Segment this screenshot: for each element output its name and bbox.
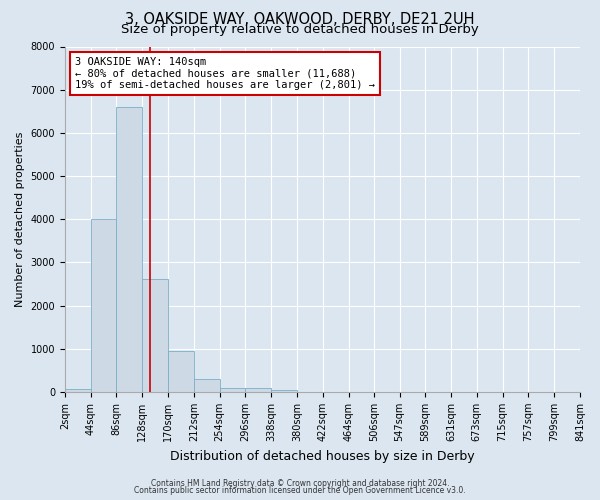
Y-axis label: Number of detached properties: Number of detached properties [15,132,25,307]
Text: 3, OAKSIDE WAY, OAKWOOD, DERBY, DE21 2UH: 3, OAKSIDE WAY, OAKWOOD, DERBY, DE21 2UH [125,12,475,28]
Text: Size of property relative to detached houses in Derby: Size of property relative to detached ho… [121,22,479,36]
Bar [65,390,91,392]
Bar [116,107,142,392]
Bar [142,279,168,392]
Text: Contains HM Land Registry data © Crown copyright and database right 2024.: Contains HM Land Registry data © Crown c… [151,478,449,488]
Bar [220,388,245,392]
X-axis label: Distribution of detached houses by size in Derby: Distribution of detached houses by size … [170,450,475,462]
Bar [245,388,271,392]
Bar [91,219,116,392]
Text: Contains public sector information licensed under the Open Government Licence v3: Contains public sector information licen… [134,486,466,495]
Text: 3 OAKSIDE WAY: 140sqm
← 80% of detached houses are smaller (11,688)
19% of semi-: 3 OAKSIDE WAY: 140sqm ← 80% of detached … [75,57,375,90]
Bar [271,390,297,392]
Bar [168,351,194,392]
Bar [194,378,220,392]
